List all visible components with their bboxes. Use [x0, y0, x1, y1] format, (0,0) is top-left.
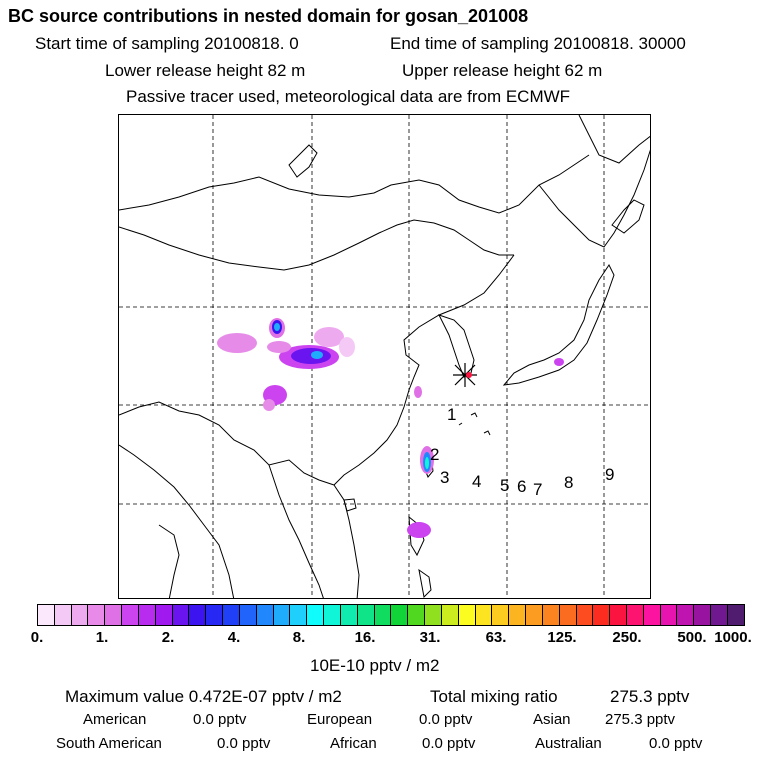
site-label-4: 4 — [472, 472, 482, 491]
colorbar-tick: 31. — [419, 629, 441, 646]
tracer-concentration-field — [217, 318, 564, 538]
colorbar-segment — [71, 605, 89, 625]
colorbar-segment — [239, 605, 257, 625]
asian-label: Asian — [533, 711, 571, 728]
colorbar-segment — [727, 605, 744, 625]
colorbar-tick: 4. — [227, 629, 241, 646]
colorbar-tick: 1000. — [714, 629, 752, 646]
site-label-2: 2 — [430, 445, 440, 464]
receptor-marker — [453, 363, 477, 387]
colorbar-segment — [526, 605, 543, 625]
colorbar-segment — [105, 605, 123, 625]
australian-label: Australian — [535, 735, 602, 752]
upper-release-height-text: Upper release height 62 m — [402, 61, 603, 80]
colorbar-segment — [54, 605, 72, 625]
site-label-7: 7 — [533, 480, 543, 499]
map-title: BC source contributions in nested domain… — [8, 6, 529, 26]
colorbar-segment — [593, 605, 611, 625]
total-mixing-ratio-label: Total mixing ratio — [430, 687, 558, 706]
african-label: African — [330, 735, 377, 752]
colorbar-segment — [643, 605, 661, 625]
colorbar-segment — [324, 605, 341, 625]
colorbar-segment — [223, 605, 240, 625]
colorbar-segment — [138, 605, 156, 625]
colorbar-segment — [425, 605, 442, 625]
colorbar — [37, 604, 745, 626]
site-label-3: 3 — [440, 468, 450, 487]
colorbar-segment — [711, 605, 728, 625]
colorbar-segment — [626, 605, 644, 625]
colorbar-segment — [408, 605, 426, 625]
american-value: 0.0 pptv — [193, 711, 247, 728]
colorbar-tick: 500. — [677, 629, 707, 646]
colorbar-segment — [88, 605, 106, 625]
south-american-label: South American — [56, 735, 162, 752]
colorbar-segment — [610, 605, 627, 625]
colorbar-segment — [677, 605, 695, 625]
coastlines-borders — [119, 115, 650, 598]
european-label: European — [307, 711, 373, 728]
site-label-8: 8 — [564, 473, 574, 492]
colorbar-tick: 63. — [485, 629, 507, 646]
colorbar-segment — [576, 605, 594, 625]
colorbar-tick: 0. — [30, 629, 44, 646]
colorbar-unit-label: 10E-10 pptv / m2 — [310, 656, 440, 675]
colorbar-tick: 1. — [95, 629, 109, 646]
colorbar-segment — [441, 605, 459, 625]
colorbar-segment — [509, 605, 527, 625]
map-frame — [118, 114, 651, 599]
site-label-1: 1 — [447, 405, 457, 424]
colorbar-segment — [122, 605, 139, 625]
colorbar-segment — [357, 605, 375, 625]
colorbar-tick: 8. — [292, 629, 306, 646]
american-label: American — [83, 711, 147, 728]
colorbar-segment — [290, 605, 308, 625]
colorbar-tick: 16. — [354, 629, 376, 646]
colorbar-segment — [340, 605, 358, 625]
colorbar-segment — [189, 605, 207, 625]
european-value: 0.0 pptv — [419, 711, 473, 728]
colorbar-segment — [38, 605, 55, 625]
colorbar-segment — [475, 605, 493, 625]
colorbar-tick: 250. — [612, 629, 642, 646]
south-american-value: 0.0 pptv — [217, 735, 271, 752]
asian-value: 275.3 pptv — [605, 711, 676, 728]
site-label-6: 6 — [517, 477, 527, 496]
colorbar-segment — [391, 605, 409, 625]
colorbar-tick: 2. — [161, 629, 175, 646]
lat-lon-grid — [119, 115, 650, 598]
tracer-info-text: Passive tracer used, meteorological data… — [126, 87, 571, 106]
total-mixing-ratio-value: 275.3 pptv — [610, 687, 690, 706]
colorbar-segment — [256, 605, 274, 625]
maximum-value-text: Maximum value 0.472E-07 pptv / m2 — [65, 687, 342, 706]
end-time-text: End time of sampling 20100818. 30000 — [390, 34, 686, 53]
colorbar-segment — [660, 605, 678, 625]
african-value: 0.0 pptv — [422, 735, 476, 752]
colorbar-segment — [559, 605, 577, 625]
colorbar-segment — [155, 605, 173, 625]
site-label-9: 9 — [605, 465, 615, 484]
colorbar-segment — [172, 605, 190, 625]
colorbar-segment — [458, 605, 476, 625]
colorbar-segment — [273, 605, 291, 625]
colorbar-segment — [374, 605, 392, 625]
colorbar-segment — [206, 605, 224, 625]
australian-value: 0.0 pptv — [649, 735, 703, 752]
site-label-5: 5 — [500, 476, 510, 495]
map-canvas — [119, 115, 650, 598]
start-time-text: Start time of sampling 20100818. 0 — [35, 34, 299, 53]
colorbar-segment — [492, 605, 510, 625]
colorbar-tick: 125. — [547, 629, 577, 646]
colorbar-segment — [542, 605, 560, 625]
lower-release-height-text: Lower release height 82 m — [105, 61, 306, 80]
colorbar-segment — [694, 605, 712, 625]
colorbar-segment — [307, 605, 325, 625]
